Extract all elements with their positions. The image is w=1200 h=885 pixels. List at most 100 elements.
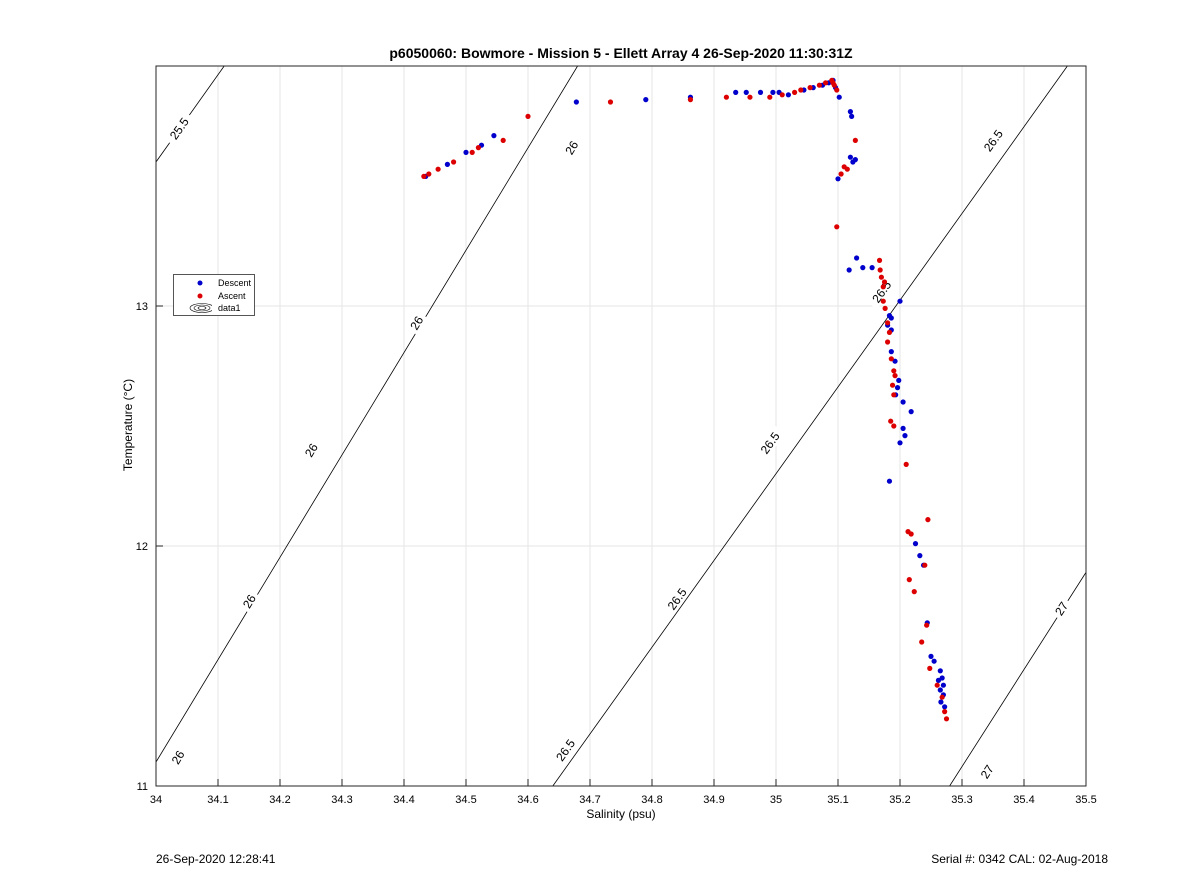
isopycnal-label-text: 26 (562, 138, 581, 157)
x-tick-label: 35.2 (889, 794, 910, 806)
x-tick-label: 35.5 (1075, 794, 1096, 806)
ascent-point (943, 716, 950, 722)
descent-point (836, 94, 842, 100)
descent-point (908, 409, 914, 415)
x-tick-label: 34.3 (331, 794, 352, 806)
y-tick-label: 13 (136, 301, 148, 313)
isopycnal-label-26: 26 (405, 310, 428, 335)
ascent-point (886, 329, 893, 335)
isopycnal-label-26: 26 (560, 135, 583, 160)
descent-point (928, 653, 934, 660)
ascent-point (607, 99, 614, 105)
descent-point (846, 267, 852, 273)
isopycnal-label-bg (299, 437, 323, 463)
ascent-point (889, 382, 896, 388)
ascent-point (831, 82, 837, 88)
descent-point (491, 133, 497, 139)
ascent-point (687, 97, 694, 103)
ascent-point (798, 87, 804, 93)
descent-point (847, 109, 854, 115)
descent-point (888, 349, 894, 355)
grid-lines (156, 66, 1086, 786)
descent-point (847, 154, 854, 160)
isopycnal-label-bg (166, 745, 189, 770)
ascent-point (838, 171, 844, 177)
ascent-point (892, 373, 898, 379)
ascent-point (834, 224, 840, 230)
x-tick-label: 35.1 (827, 794, 848, 806)
x-tick-label: 34.1 (207, 794, 228, 806)
isopycnal-26 (156, 66, 578, 763)
ascent-point (816, 82, 823, 88)
ascent-point (421, 173, 427, 179)
ascent-point (877, 267, 883, 273)
isopycnal-26.5 (552, 66, 1068, 786)
ascent-point (885, 339, 891, 345)
x-tick-label: 34.5 (455, 794, 476, 806)
y-tick-label: 12 (136, 541, 148, 553)
x-tick-label: 34.4 (393, 794, 414, 806)
isopycnal-label-26.5: 26.5 (977, 122, 1009, 159)
data-points (421, 77, 950, 722)
descent-point (860, 265, 866, 271)
legend-item-descent: Descent (174, 277, 254, 289)
isopycnal-label-27: 27 (1049, 596, 1073, 621)
descent-point (897, 298, 903, 304)
ascent-point (881, 279, 888, 285)
ascent-point (903, 461, 909, 467)
isopycnal-label-27: 27 (975, 759, 999, 784)
descent-point (770, 89, 776, 95)
descent-point (854, 255, 860, 261)
ascent-point (939, 694, 945, 700)
isopycnal-label-26: 26 (299, 437, 323, 463)
legend-item-ascent: Ascent (174, 290, 254, 302)
y-axis-label: Temperature (°C) (121, 378, 135, 472)
footer-serial: Serial #: 0342 CAL: 02-Aug-2018 (931, 852, 1108, 866)
ascent-point (891, 423, 897, 429)
ascent-point (834, 87, 840, 93)
isopycnal-25.5 (156, 66, 225, 163)
ascent-point (469, 149, 475, 155)
descent-point (940, 682, 947, 688)
ascent-marker-icon (197, 293, 203, 299)
isopycnal-label-26: 26 (237, 589, 261, 614)
isopycnal-label-bg (163, 110, 195, 147)
ascent-point (525, 113, 531, 119)
ascent-point (426, 171, 432, 177)
descent-point (643, 97, 649, 103)
ascent-point (942, 709, 948, 715)
x-tick-label: 34.2 (269, 794, 290, 806)
descent-point (894, 385, 901, 391)
x-tick-label: 34 (150, 794, 162, 806)
ascent-point (891, 368, 897, 374)
ascent-point (876, 257, 883, 263)
isopycnal-label-bg (977, 122, 1009, 159)
ascent-point (891, 392, 897, 398)
isopycnal-label-bg (754, 424, 786, 461)
legend[interactable]: Descent Ascent data1 (173, 274, 255, 316)
ascent-point (925, 517, 931, 523)
isopycnal-label-26.5: 26.5 (754, 424, 786, 461)
descent-point (942, 704, 948, 710)
descent-point (852, 157, 858, 163)
ascent-point (779, 92, 785, 98)
ascent-point (747, 94, 753, 100)
isopycnal-label-text: 26 (302, 441, 321, 460)
ascent-point (908, 531, 914, 537)
descent-point (939, 675, 945, 681)
ascent-point (924, 622, 930, 628)
plot-area-border (155, 65, 1087, 787)
descent-point (573, 99, 579, 105)
ascent-point (888, 356, 894, 362)
footer-timestamp: 26-Sep-2020 12:28:41 (156, 852, 276, 866)
isopycnal-label-text: 26 (169, 748, 188, 767)
x-tick-label: 35 (770, 794, 782, 806)
ascent-point (451, 159, 457, 165)
descent-point (743, 89, 749, 95)
descent-point (917, 553, 923, 559)
isopycnal-label-bg (865, 273, 897, 310)
isopycnal-label-bg (237, 589, 261, 614)
ascent-point (927, 665, 933, 672)
ascent-point (885, 320, 891, 326)
ascent-point (792, 89, 798, 95)
